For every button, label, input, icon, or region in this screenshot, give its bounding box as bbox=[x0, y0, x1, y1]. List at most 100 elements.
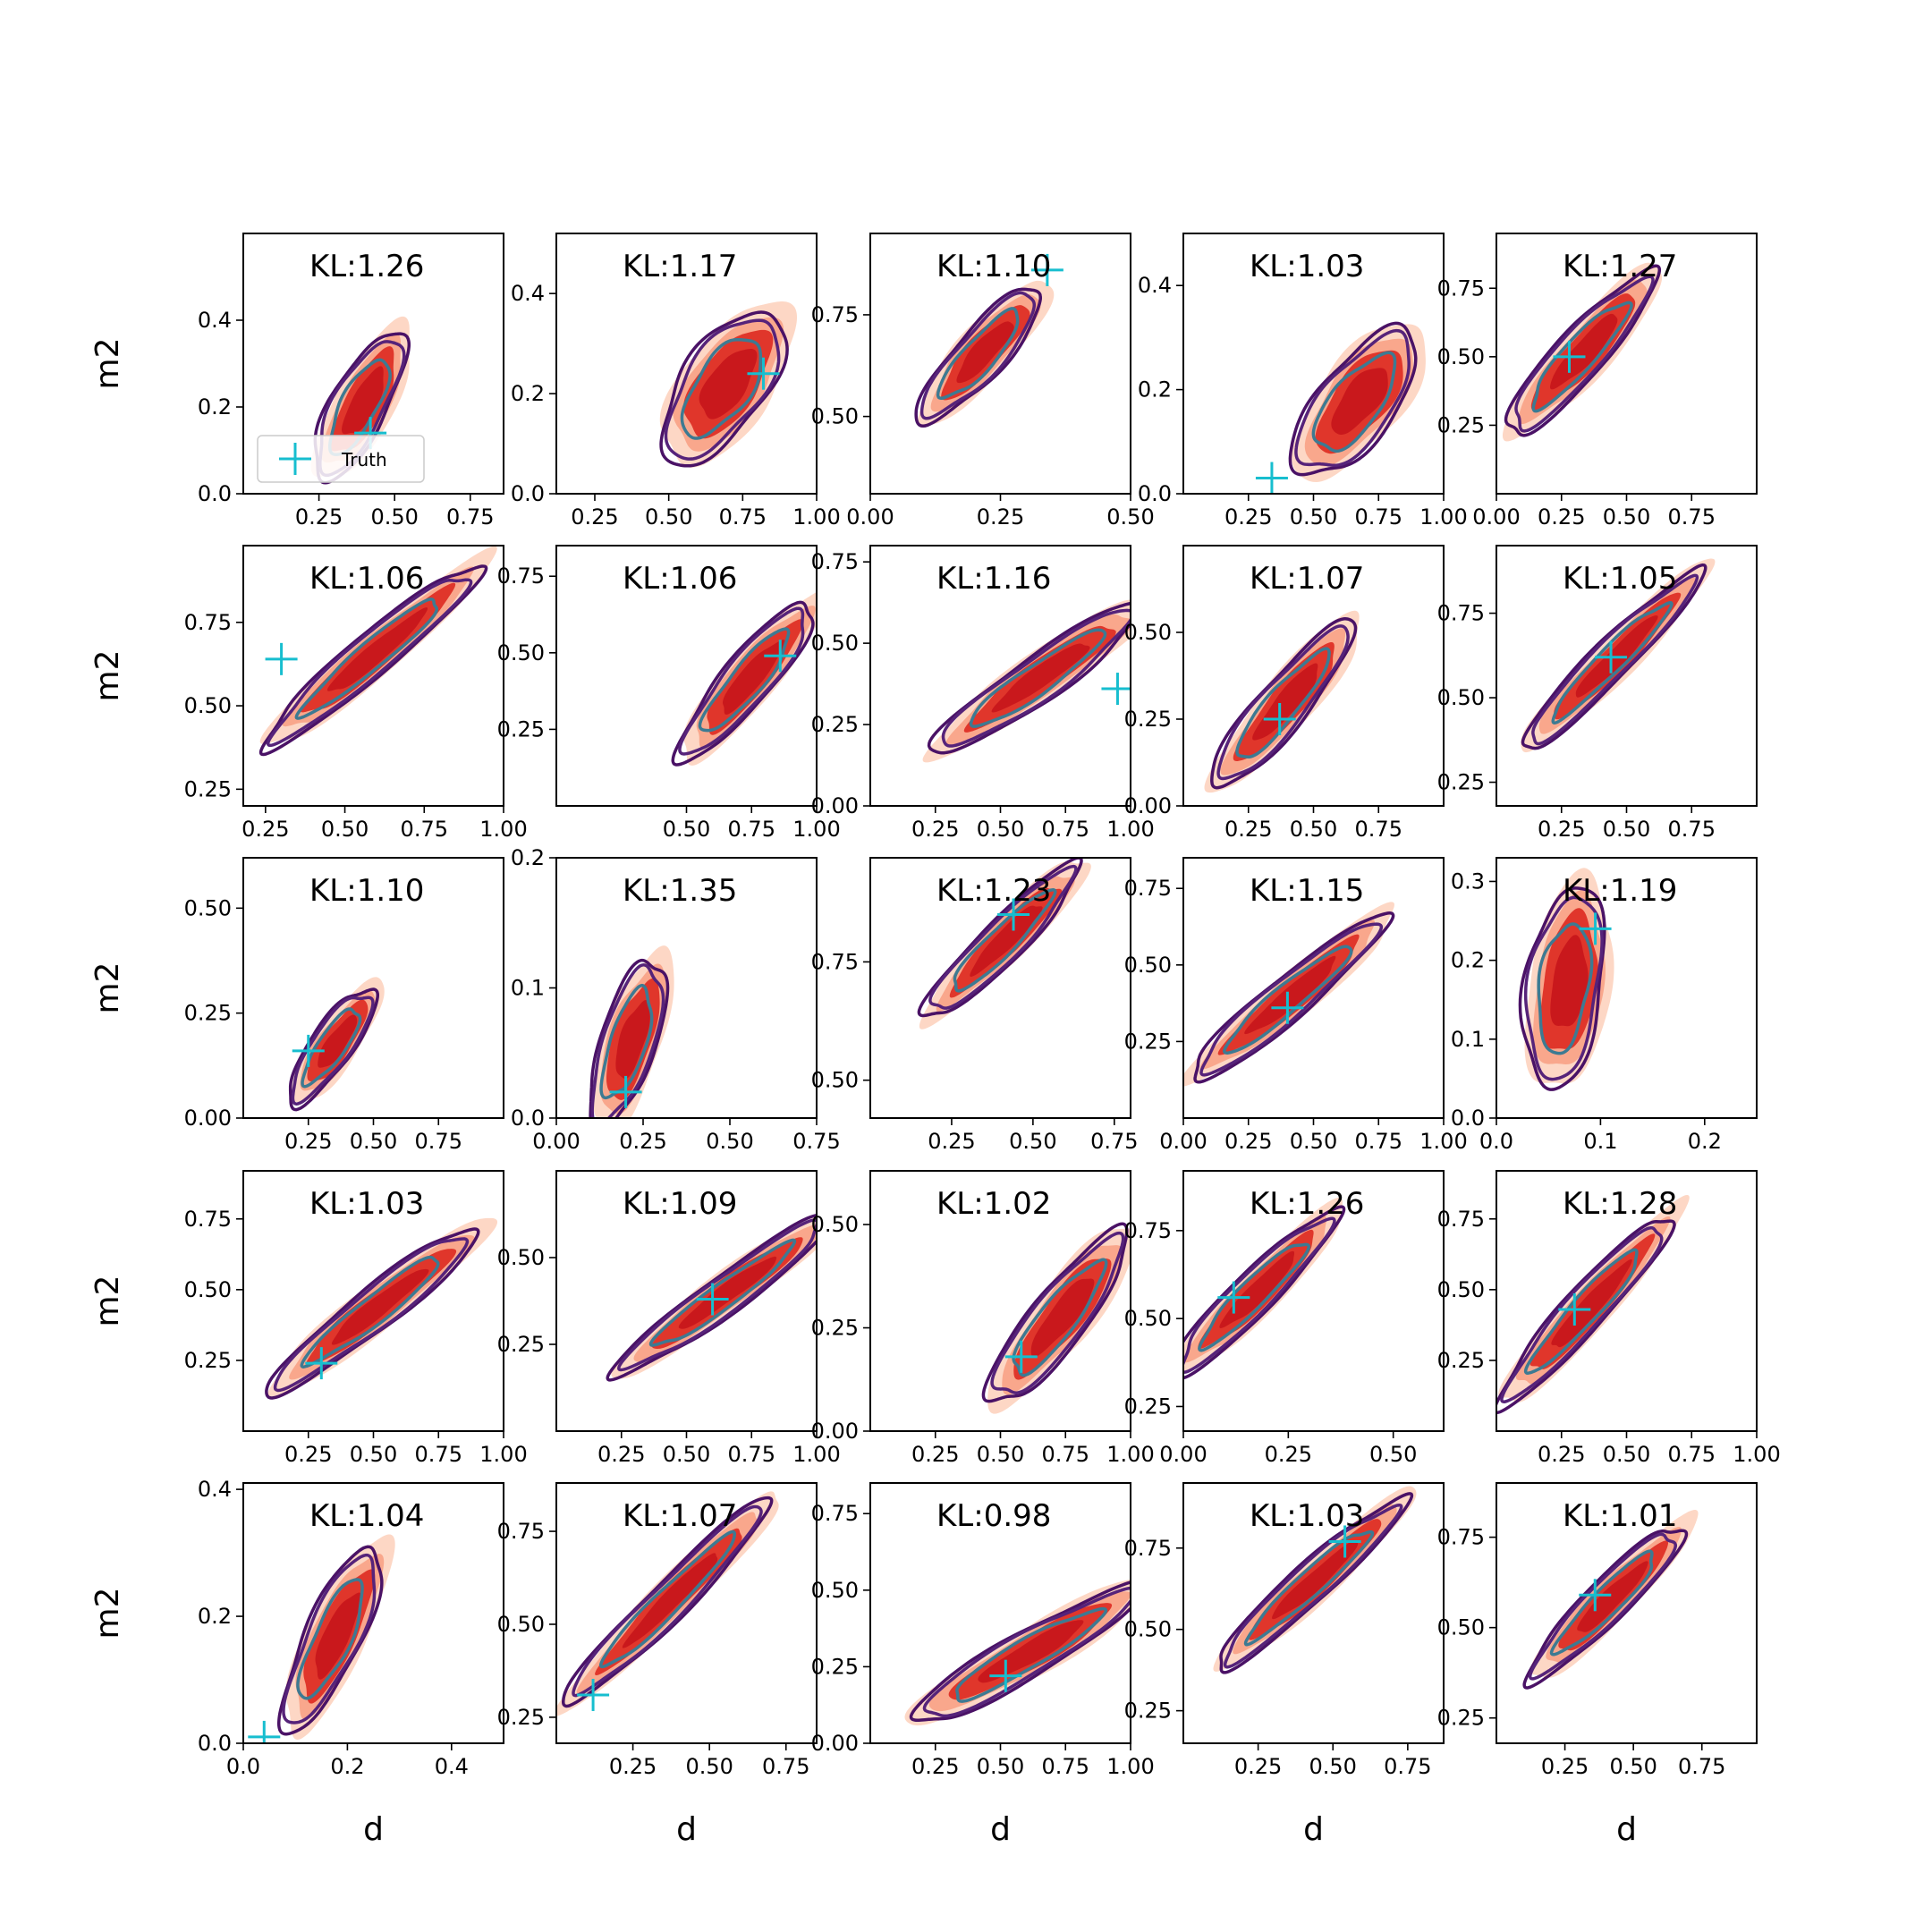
panel-15-xtick-label: 0.75 bbox=[415, 1442, 462, 1467]
panel-18-contour-mid bbox=[1183, 1216, 1336, 1374]
panel-8-contour-outer bbox=[1210, 617, 1358, 790]
panel-7-contour-inner bbox=[969, 628, 1107, 728]
panel-24: 0.25 0.50 0.75 0.25 0.50 0.75 KL:1.01 d bbox=[1437, 1482, 1758, 1848]
panel-19-xtick-label: 0.75 bbox=[1668, 1442, 1716, 1467]
panel-11-ytick-label: 0.1 bbox=[511, 976, 545, 1001]
panel-15-contour-outer bbox=[265, 1227, 480, 1400]
panel-19-ytick-label: 0.25 bbox=[1437, 1348, 1485, 1373]
panel-2-xtick-label: 0.25 bbox=[977, 504, 1024, 530]
panel-9: 0.25 0.50 0.75 0.25 0.50 0.75 KL:1.05 bbox=[1437, 545, 1758, 842]
panel-5-ytick-label: 0.50 bbox=[184, 693, 232, 718]
panel-11-fill-core bbox=[615, 1000, 650, 1080]
panel-17-contour-inner bbox=[1012, 1258, 1108, 1377]
panel-17: 0.25 0.50 0.75 1.00 0.00 0.25 0.50 KL:1.02 bbox=[811, 1170, 1155, 1467]
panel-7-xtick-label: 0.75 bbox=[1042, 817, 1089, 842]
panel-13-ytick-label: 0.75 bbox=[1124, 876, 1172, 901]
panel-7-ytick-label: 0.75 bbox=[811, 549, 859, 574]
panel-19-plot-area bbox=[1496, 1194, 1690, 1415]
panel-9-xtick-label: 0.50 bbox=[1603, 817, 1650, 842]
panel-16-contour-outer bbox=[606, 1214, 817, 1382]
panel-15-ytick-label: 0.50 bbox=[184, 1277, 232, 1302]
panel-0-ytick-label: 0.4 bbox=[198, 308, 232, 333]
panel-10-fill-core bbox=[318, 1014, 358, 1068]
panel-1-xtick-label: 0.25 bbox=[571, 504, 618, 530]
panel-8-contour-mid bbox=[1216, 624, 1350, 781]
panel-23-kl-label: KL:1.03 bbox=[1250, 1498, 1364, 1534]
panel-6-ytick-label: 0.75 bbox=[497, 564, 545, 589]
panel-24-contour-outer bbox=[1522, 1529, 1689, 1690]
panel-16-kl-label: KL:1.09 bbox=[623, 1186, 737, 1222]
panel-17-xtick-label: 0.50 bbox=[977, 1442, 1024, 1467]
ylabel-row-4: m2 bbox=[89, 1588, 126, 1640]
panel-6-xtick-label: 0.50 bbox=[663, 817, 710, 842]
panel-7-xtick-label: 0.25 bbox=[911, 817, 959, 842]
panel-19-ytick-label: 0.50 bbox=[1437, 1277, 1485, 1302]
panel-15-contour-mid bbox=[273, 1237, 470, 1393]
panel-17-truth-marker bbox=[1004, 1340, 1038, 1373]
panel-10-ytick-label: 0.00 bbox=[184, 1106, 232, 1131]
panel-20-truth-marker bbox=[248, 1720, 281, 1743]
panel-16: 0.25 0.50 0.75 1.00 0.25 0.50 KL:1.09 bbox=[497, 1170, 841, 1467]
panel-22-truth-marker bbox=[989, 1659, 1022, 1692]
panel-12-truth-marker bbox=[997, 898, 1030, 931]
panel-0-xtick-label: 0.25 bbox=[295, 504, 343, 530]
panel-24-contour-mid bbox=[1528, 1532, 1678, 1681]
panel-17-ytick-label: 0.25 bbox=[811, 1316, 859, 1341]
panel-21-truth-marker bbox=[577, 1678, 610, 1711]
panel-4-xtick-label: 0.50 bbox=[1603, 504, 1650, 530]
panel-21-ytick-label: 0.25 bbox=[497, 1705, 545, 1730]
panel-14-ytick-label: 0.1 bbox=[1451, 1027, 1485, 1052]
panel-8-kl-label: KL:1.07 bbox=[1250, 561, 1364, 597]
panel-15-ytick-label: 0.75 bbox=[184, 1207, 232, 1232]
panel-20-xtick-label: 0.4 bbox=[435, 1754, 469, 1779]
panel-16-xtick-label: 0.25 bbox=[597, 1442, 645, 1467]
panel-13: 0.00 0.25 0.50 0.75 1.00 0.25 0.50 0.75 KL:1.15 bbox=[1124, 857, 1468, 1154]
panel-22-ytick-label: 0.25 bbox=[811, 1654, 859, 1679]
panel-11-plot-area bbox=[589, 945, 674, 1118]
panel-20-kl-label: KL:1.04 bbox=[309, 1498, 424, 1534]
panel-21-contour-outer bbox=[561, 1496, 774, 1708]
panel-5-contour-inner bbox=[294, 597, 439, 720]
panel-14-plot-area bbox=[1518, 868, 1614, 1091]
panel-7-ytick-label: 0.25 bbox=[811, 712, 859, 737]
panel-12-kl-label: KL:1.23 bbox=[936, 873, 1051, 909]
panel-22: 0.25 0.50 0.75 1.00 0.00 0.25 0.50 0.75 KL:0.98 d bbox=[811, 1482, 1155, 1848]
panel-16-xtick-label: 0.75 bbox=[728, 1442, 775, 1467]
panel-8-xtick-label: 0.75 bbox=[1355, 817, 1402, 842]
panel-5-truth-marker bbox=[265, 642, 298, 675]
panel-4-ytick-label: 0.25 bbox=[1437, 412, 1485, 437]
panel-3-ytick-label: 0.2 bbox=[1138, 377, 1172, 402]
panel-3: 0.25 0.50 0.75 1.00 0.0 0.2 0.4 KL:1.03 bbox=[1138, 233, 1468, 530]
panel-13-xtick-label: 0.50 bbox=[1290, 1129, 1337, 1154]
panel-22-plot-area bbox=[904, 1579, 1131, 1726]
panel-3-kl-label: KL:1.03 bbox=[1250, 249, 1364, 284]
panel-0-fill-core bbox=[342, 366, 384, 435]
panel-13-fill-core bbox=[1244, 955, 1336, 1035]
panel-3-xtick-label: 0.25 bbox=[1224, 504, 1272, 530]
panel-21-xtick-label: 0.25 bbox=[609, 1754, 657, 1779]
panel-20-plot-area bbox=[248, 1534, 395, 1743]
panel-22-contour-mid bbox=[922, 1586, 1131, 1718]
panel-19-contour-inner bbox=[1523, 1248, 1639, 1375]
ylabel-row-1: m2 bbox=[89, 650, 126, 702]
panel-9-truth-marker bbox=[1595, 640, 1628, 674]
panel-14-truth-marker bbox=[1579, 912, 1612, 945]
panel-2-contour-outer bbox=[914, 287, 1043, 428]
panel-2-xtick-label: 0.50 bbox=[1106, 504, 1154, 530]
panel-24-xtick-label: 0.25 bbox=[1541, 1754, 1589, 1779]
panel-23-truth-marker bbox=[1328, 1525, 1361, 1558]
panel-8-ytick-label: 0.00 bbox=[1124, 793, 1172, 818]
panel-17-contour-outer bbox=[981, 1222, 1129, 1403]
panel-12-frame bbox=[869, 857, 1131, 1119]
panel-0-xtick-label: 0.50 bbox=[370, 504, 418, 530]
panel-18-frame bbox=[1182, 1170, 1445, 1432]
ylabel-row-2: m2 bbox=[89, 962, 126, 1014]
panel-10-truth-marker bbox=[292, 1034, 325, 1067]
panel-1-xtick-label: 0.75 bbox=[719, 504, 767, 530]
panel-23-xtick-label: 0.75 bbox=[1384, 1754, 1431, 1779]
panel-22-ytick-label: 0.00 bbox=[811, 1731, 859, 1756]
panel-23-xtick-label: 0.25 bbox=[1234, 1754, 1282, 1779]
panel-22-ytick-label: 0.50 bbox=[811, 1578, 859, 1603]
panel-1-frame bbox=[555, 233, 818, 495]
